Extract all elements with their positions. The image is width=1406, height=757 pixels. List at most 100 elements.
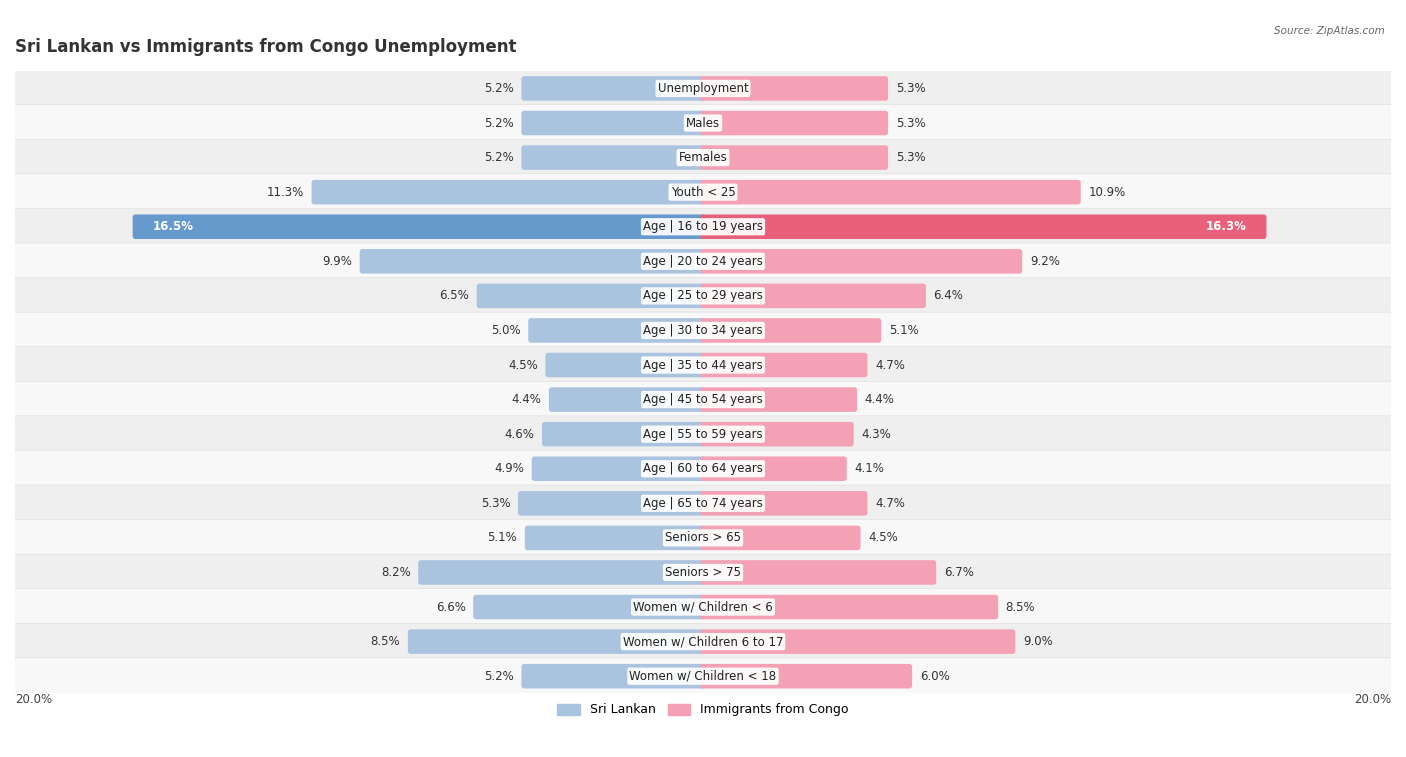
FancyBboxPatch shape xyxy=(700,664,912,688)
Text: 5.0%: 5.0% xyxy=(491,324,520,337)
FancyBboxPatch shape xyxy=(522,111,706,136)
Text: 4.6%: 4.6% xyxy=(505,428,534,441)
FancyBboxPatch shape xyxy=(11,243,1395,279)
FancyBboxPatch shape xyxy=(700,560,936,584)
Text: 20.0%: 20.0% xyxy=(15,693,52,706)
Text: 4.7%: 4.7% xyxy=(875,359,905,372)
FancyBboxPatch shape xyxy=(529,318,706,343)
Text: 5.3%: 5.3% xyxy=(481,497,510,509)
FancyBboxPatch shape xyxy=(546,353,706,377)
Text: 5.3%: 5.3% xyxy=(896,82,925,95)
FancyBboxPatch shape xyxy=(541,422,706,447)
FancyBboxPatch shape xyxy=(360,249,706,273)
FancyBboxPatch shape xyxy=(522,145,706,170)
FancyBboxPatch shape xyxy=(11,589,1395,625)
Text: 8.5%: 8.5% xyxy=(371,635,401,648)
Text: 8.2%: 8.2% xyxy=(381,566,411,579)
FancyBboxPatch shape xyxy=(700,180,1081,204)
FancyBboxPatch shape xyxy=(548,388,706,412)
FancyBboxPatch shape xyxy=(11,416,1395,453)
FancyBboxPatch shape xyxy=(408,629,706,654)
FancyBboxPatch shape xyxy=(700,388,858,412)
FancyBboxPatch shape xyxy=(11,347,1395,383)
Text: 5.2%: 5.2% xyxy=(484,151,513,164)
Text: 6.0%: 6.0% xyxy=(920,670,949,683)
FancyBboxPatch shape xyxy=(700,214,1267,239)
Text: 10.9%: 10.9% xyxy=(1088,185,1126,198)
Text: Source: ZipAtlas.com: Source: ZipAtlas.com xyxy=(1274,26,1385,36)
FancyBboxPatch shape xyxy=(700,111,889,136)
Legend: Sri Lankan, Immigrants from Congo: Sri Lankan, Immigrants from Congo xyxy=(553,699,853,721)
Text: Females: Females xyxy=(679,151,727,164)
FancyBboxPatch shape xyxy=(11,658,1395,694)
Text: Seniors > 65: Seniors > 65 xyxy=(665,531,741,544)
FancyBboxPatch shape xyxy=(700,491,868,516)
FancyBboxPatch shape xyxy=(11,554,1395,590)
Text: 5.3%: 5.3% xyxy=(896,117,925,129)
Text: 6.4%: 6.4% xyxy=(934,289,963,302)
Text: 20.0%: 20.0% xyxy=(1354,693,1391,706)
Text: 5.1%: 5.1% xyxy=(889,324,918,337)
FancyBboxPatch shape xyxy=(11,70,1395,107)
Text: Women w/ Children < 6: Women w/ Children < 6 xyxy=(633,600,773,613)
Text: 4.1%: 4.1% xyxy=(855,463,884,475)
Text: Women w/ Children < 18: Women w/ Children < 18 xyxy=(630,670,776,683)
FancyBboxPatch shape xyxy=(517,491,706,516)
Text: 4.7%: 4.7% xyxy=(875,497,905,509)
Text: 4.4%: 4.4% xyxy=(512,393,541,406)
FancyBboxPatch shape xyxy=(11,312,1395,349)
Text: 9.0%: 9.0% xyxy=(1024,635,1053,648)
FancyBboxPatch shape xyxy=(700,422,853,447)
Text: Males: Males xyxy=(686,117,720,129)
Text: Youth < 25: Youth < 25 xyxy=(671,185,735,198)
Text: Women w/ Children 6 to 17: Women w/ Children 6 to 17 xyxy=(623,635,783,648)
Text: 11.3%: 11.3% xyxy=(267,185,304,198)
FancyBboxPatch shape xyxy=(700,284,927,308)
FancyBboxPatch shape xyxy=(474,595,706,619)
Text: 4.3%: 4.3% xyxy=(862,428,891,441)
Text: 6.6%: 6.6% xyxy=(436,600,465,613)
FancyBboxPatch shape xyxy=(522,76,706,101)
FancyBboxPatch shape xyxy=(700,353,868,377)
FancyBboxPatch shape xyxy=(531,456,706,481)
Text: 4.5%: 4.5% xyxy=(508,359,538,372)
Text: 6.7%: 6.7% xyxy=(943,566,974,579)
Text: 5.3%: 5.3% xyxy=(896,151,925,164)
FancyBboxPatch shape xyxy=(700,456,846,481)
Text: 5.2%: 5.2% xyxy=(484,670,513,683)
FancyBboxPatch shape xyxy=(11,208,1395,245)
Text: Age | 25 to 29 years: Age | 25 to 29 years xyxy=(643,289,763,302)
Text: Unemployment: Unemployment xyxy=(658,82,748,95)
Text: Age | 45 to 54 years: Age | 45 to 54 years xyxy=(643,393,763,406)
Text: 5.2%: 5.2% xyxy=(484,82,513,95)
Text: 16.5%: 16.5% xyxy=(153,220,194,233)
FancyBboxPatch shape xyxy=(700,318,882,343)
Text: 9.9%: 9.9% xyxy=(322,255,352,268)
Text: 4.4%: 4.4% xyxy=(865,393,894,406)
Text: Age | 65 to 74 years: Age | 65 to 74 years xyxy=(643,497,763,509)
FancyBboxPatch shape xyxy=(11,485,1395,522)
Text: 6.5%: 6.5% xyxy=(439,289,470,302)
Text: 5.1%: 5.1% xyxy=(488,531,517,544)
Text: 4.5%: 4.5% xyxy=(868,531,898,544)
Text: Age | 35 to 44 years: Age | 35 to 44 years xyxy=(643,359,763,372)
Text: Age | 60 to 64 years: Age | 60 to 64 years xyxy=(643,463,763,475)
Text: Age | 30 to 34 years: Age | 30 to 34 years xyxy=(643,324,763,337)
FancyBboxPatch shape xyxy=(524,525,706,550)
Text: Age | 16 to 19 years: Age | 16 to 19 years xyxy=(643,220,763,233)
FancyBboxPatch shape xyxy=(11,382,1395,418)
FancyBboxPatch shape xyxy=(132,214,706,239)
Text: Sri Lankan vs Immigrants from Congo Unemployment: Sri Lankan vs Immigrants from Congo Unem… xyxy=(15,38,516,56)
FancyBboxPatch shape xyxy=(312,180,706,204)
FancyBboxPatch shape xyxy=(11,104,1395,142)
FancyBboxPatch shape xyxy=(11,623,1395,660)
FancyBboxPatch shape xyxy=(11,450,1395,487)
Text: 16.3%: 16.3% xyxy=(1206,220,1247,233)
Text: 5.2%: 5.2% xyxy=(484,117,513,129)
FancyBboxPatch shape xyxy=(522,664,706,688)
FancyBboxPatch shape xyxy=(418,560,706,584)
Text: Age | 20 to 24 years: Age | 20 to 24 years xyxy=(643,255,763,268)
FancyBboxPatch shape xyxy=(700,249,1022,273)
FancyBboxPatch shape xyxy=(11,519,1395,556)
FancyBboxPatch shape xyxy=(11,139,1395,176)
